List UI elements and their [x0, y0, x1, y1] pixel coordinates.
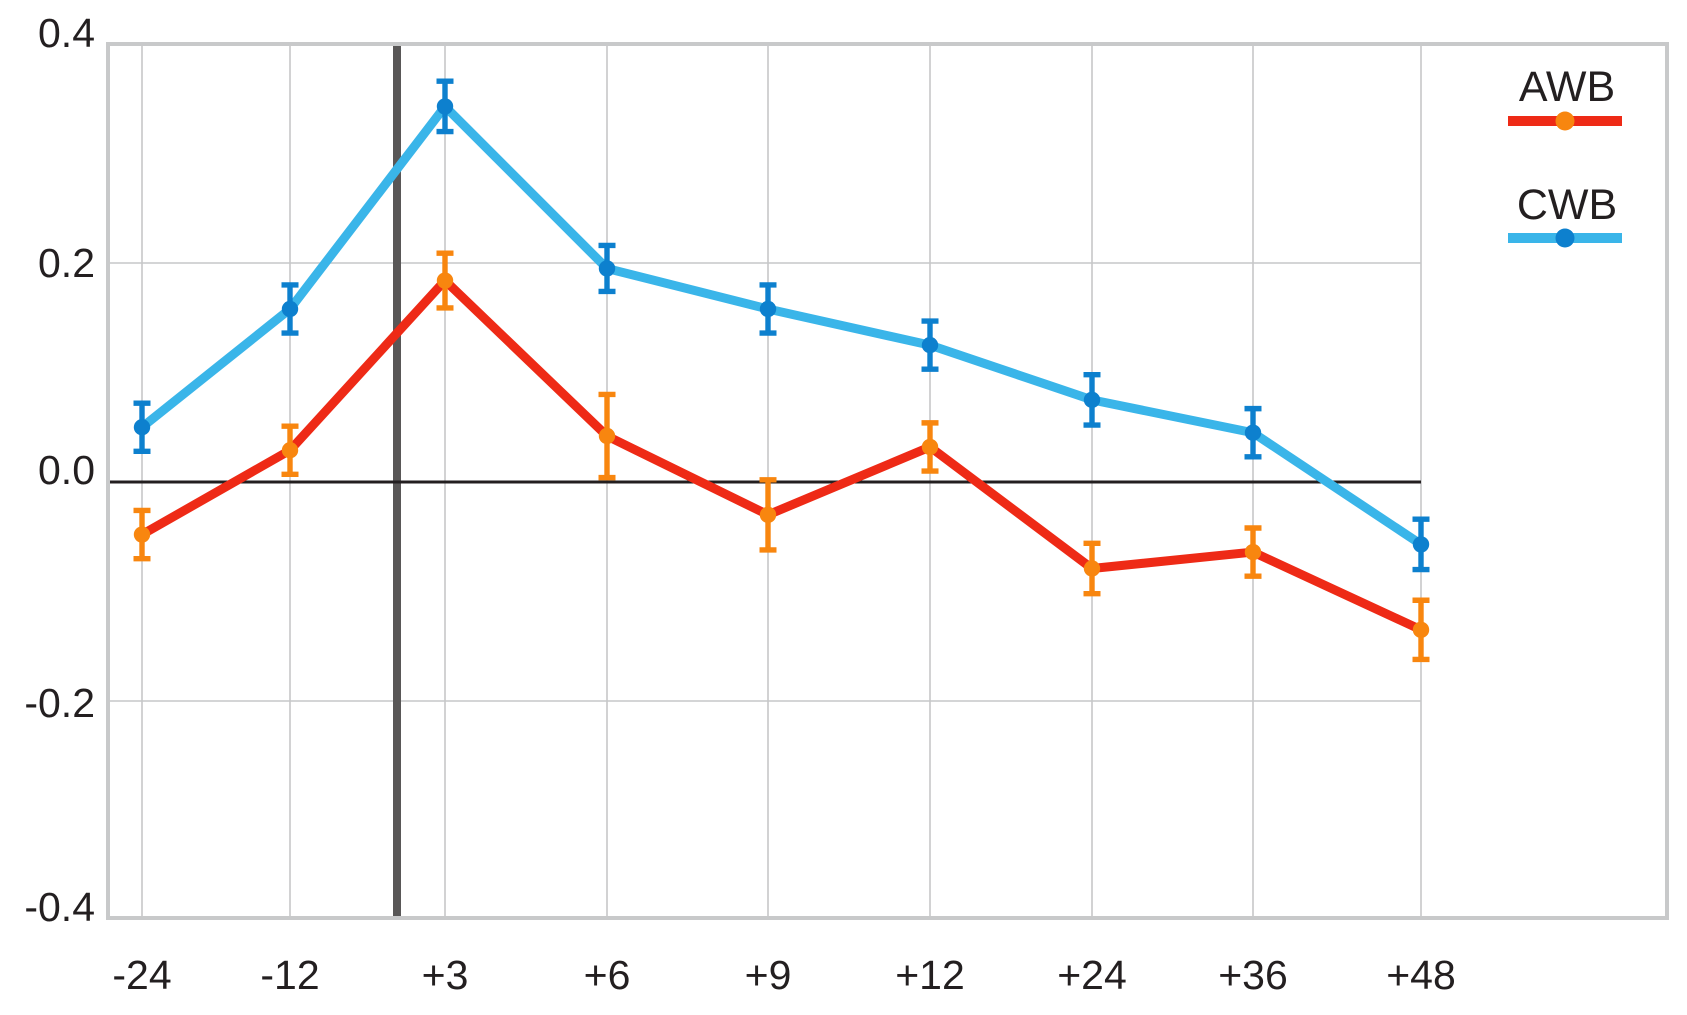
legend-cwb-marker-sample	[1555, 228, 1575, 248]
legend-awb-marker-sample	[1555, 111, 1575, 131]
legend: AWB CWB	[1508, 63, 1622, 248]
marker-awb	[921, 438, 939, 456]
marker-awb	[759, 506, 777, 524]
legend-label-awb: AWB	[1519, 63, 1615, 111]
x-tick-label: +12	[895, 952, 965, 998]
y-tick-label: -0.2	[24, 680, 95, 726]
x-tick-label: +48	[1386, 952, 1456, 998]
marker-awb	[1244, 543, 1262, 561]
x-tick-label: +36	[1218, 952, 1288, 998]
x-axis: -24 -12 +3 +6 +9 +12 +24 +36 +48	[112, 952, 1455, 998]
marker-awb	[281, 442, 299, 459]
marker-awb	[133, 526, 151, 543]
x-tick-label: +9	[745, 952, 792, 998]
x-tick-label: +6	[584, 952, 631, 998]
marker-cwb	[921, 336, 939, 354]
y-tick-label: 0.4	[38, 10, 95, 56]
series-line-awb	[137, 276, 1426, 635]
x-tick-label: +3	[422, 952, 469, 998]
marker-cwb	[133, 419, 151, 436]
marker-cwb	[436, 98, 454, 115]
series-line-cwb	[137, 101, 1426, 549]
y-tick-label: -0.4	[24, 884, 95, 930]
marker-cwb	[281, 300, 299, 318]
y-axis: 0.4 0.2 0.0 -0.2 -0.4	[24, 10, 95, 930]
x-tick-label: -12	[260, 952, 319, 998]
marker-awb	[1412, 621, 1430, 639]
y-tick-label: 0.2	[38, 240, 95, 286]
marker-cwb	[1083, 391, 1101, 409]
plot-border	[106, 42, 1669, 920]
marker-awb	[598, 427, 616, 445]
legend-label-cwb: CWB	[1517, 181, 1617, 229]
marker-cwb	[759, 300, 777, 318]
marker-cwb	[1244, 424, 1262, 441]
marker-awb	[1083, 560, 1101, 577]
plot-area	[106, 42, 1669, 920]
marker-cwb	[1412, 536, 1430, 553]
x-tick-label: +24	[1057, 952, 1127, 998]
marker-awb	[436, 272, 454, 289]
marker-cwb	[598, 260, 616, 277]
y-tick-label: 0.0	[38, 447, 95, 493]
x-tick-label: -24	[112, 952, 171, 998]
